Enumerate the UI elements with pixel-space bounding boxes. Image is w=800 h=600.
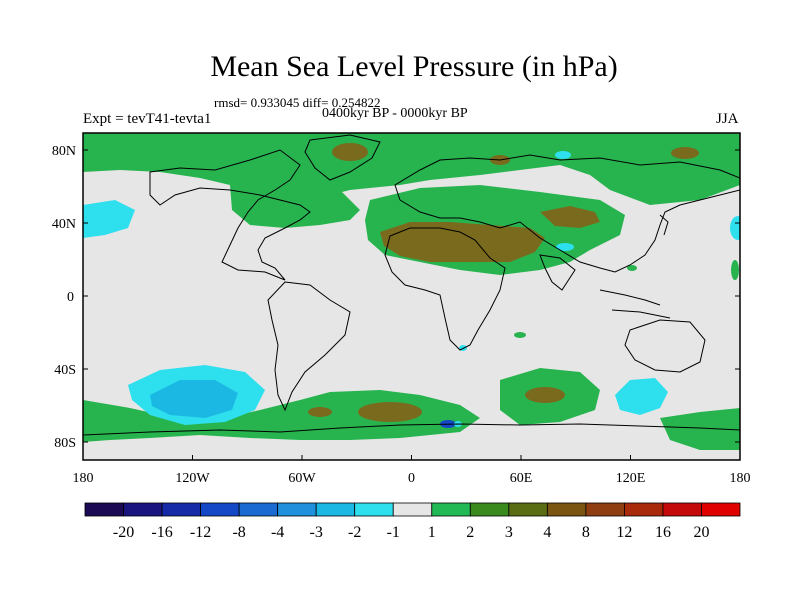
colorbar-swatch bbox=[701, 502, 741, 517]
y-tick-label: 80N bbox=[52, 144, 76, 159]
season-label: JJA bbox=[716, 111, 739, 127]
region-cyan-arctic bbox=[555, 151, 571, 159]
colorbar-swatch bbox=[84, 502, 124, 517]
region-arctic-brown-2 bbox=[671, 147, 699, 159]
colorbar-swatch bbox=[469, 502, 510, 517]
colorbar-swatch bbox=[431, 502, 471, 517]
colorbar-swatch bbox=[277, 502, 317, 517]
y-tick-label: 80S bbox=[54, 436, 76, 451]
colorbar-label: 20 bbox=[693, 524, 709, 541]
colorbar bbox=[84, 502, 741, 517]
y-tick-labels: 80N 40N 0 40S 80S bbox=[52, 144, 76, 451]
colorbar-swatch bbox=[585, 502, 625, 517]
region-cyan-iran bbox=[556, 243, 574, 251]
colorbar-swatch bbox=[392, 502, 433, 517]
region-arctic-green bbox=[83, 133, 740, 210]
region-ne-pacific-cyan bbox=[730, 216, 740, 240]
y-tick-label: 0 bbox=[67, 290, 74, 305]
x-tick-label: 60E bbox=[510, 471, 533, 486]
colorbar-label: 1 bbox=[428, 524, 436, 541]
region-green-patch-1 bbox=[514, 332, 526, 338]
colorbar-label: -12 bbox=[190, 524, 211, 541]
region-spacific-blue bbox=[150, 380, 238, 418]
colorbar-label: 8 bbox=[582, 524, 590, 541]
region-southern-brown-1 bbox=[358, 402, 422, 422]
region-green-patch-2 bbox=[627, 265, 637, 271]
colorbar-swatch bbox=[238, 502, 279, 517]
colorbar-swatch bbox=[200, 502, 240, 517]
region-sindian-cyan bbox=[615, 378, 668, 415]
x-tick-label: 60W bbox=[288, 471, 316, 486]
chart-title: Mean Sea Level Pressure (in hPa) bbox=[210, 50, 618, 83]
x-tick-label: 120E bbox=[616, 471, 646, 486]
region-asia-brown bbox=[540, 206, 600, 228]
colorbar-label: -20 bbox=[113, 524, 134, 541]
region-npacific-cyan bbox=[83, 200, 135, 238]
stats-subtitle: rmsd= 0.933045 diff= 0.254822 bbox=[214, 95, 381, 110]
experiment-label: Expt = tevT41-tevta1 bbox=[83, 111, 212, 127]
coastlines bbox=[83, 134, 740, 436]
colorbar-swatch bbox=[546, 502, 587, 517]
colorbar-label: -1 bbox=[387, 524, 400, 541]
colorbar-label: -16 bbox=[151, 524, 172, 541]
x-tick-label: 180 bbox=[73, 471, 94, 486]
colorbar-label: 2 bbox=[466, 524, 474, 541]
x-ticks bbox=[82, 455, 741, 460]
colorbar-swatch bbox=[354, 502, 394, 517]
region-arctic-brown-1 bbox=[332, 143, 368, 161]
region-green-patch-3 bbox=[731, 260, 739, 280]
colorbar-swatch bbox=[123, 502, 163, 517]
colorbar-label: -3 bbox=[310, 524, 323, 541]
colorbar-swatch bbox=[662, 502, 702, 517]
region-southern-brown-3 bbox=[308, 407, 332, 417]
colorbar-label: -2 bbox=[348, 524, 361, 541]
region-nafrica-brown bbox=[380, 222, 545, 262]
colorbar-swatch bbox=[315, 502, 356, 517]
y-tick-label: 40S bbox=[54, 363, 76, 378]
x-tick-label: 0 bbox=[408, 471, 415, 486]
colorbar-label: 16 bbox=[655, 524, 671, 541]
colorbar-swatch bbox=[161, 502, 201, 517]
region-southern-brown-2 bbox=[525, 387, 565, 403]
colorbar-swatch bbox=[624, 502, 664, 517]
period-subtitle: 0400kyr BP - 0000kyr BP bbox=[322, 106, 468, 121]
x-tick-label: 180 bbox=[730, 471, 751, 486]
x-tick-label: 120W bbox=[175, 471, 210, 486]
colorbar-label: 12 bbox=[616, 524, 632, 541]
y-ticks bbox=[83, 149, 740, 443]
x-tick-labels: 180 120W 60W 0 60E 120E 180 bbox=[73, 471, 751, 486]
colorbar-label: -4 bbox=[271, 524, 284, 541]
y-tick-label: 40N bbox=[52, 217, 76, 232]
region-southern-green-far-east bbox=[660, 408, 740, 450]
colorbar-labels: -20 -16 -12 -8 -4 -3 -2 -1 1 2 3 4 8 12 16 20 bbox=[113, 524, 710, 541]
colorbar-label: -8 bbox=[232, 524, 245, 541]
colorbar-label: 3 bbox=[505, 524, 513, 541]
colorbar-label: 4 bbox=[543, 524, 551, 541]
colorbar-swatch bbox=[508, 502, 548, 517]
pressure-field bbox=[83, 133, 740, 450]
